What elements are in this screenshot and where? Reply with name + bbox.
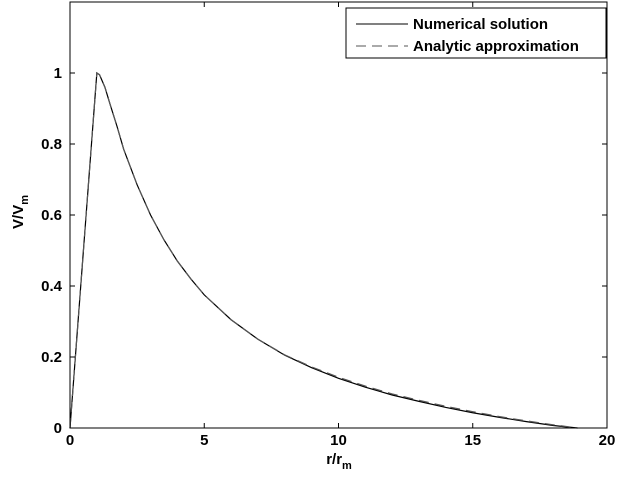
plot-area bbox=[69, 71, 578, 429]
y-tick-label: 1 bbox=[54, 65, 62, 82]
series-line-analytic bbox=[69, 71, 578, 429]
legend: Numerical solution Analytic approximatio… bbox=[345, 7, 607, 59]
x-axis-label-main: r/r bbox=[326, 451, 342, 468]
x-tick-label: 5 bbox=[200, 432, 208, 449]
x-axis-label: r/rm bbox=[326, 451, 352, 472]
x-tick-label: 10 bbox=[330, 432, 347, 449]
legend-label-numerical: Numerical solution bbox=[413, 16, 548, 33]
ticks: 0 5 10 15 20 0 0.2 0.4 0.6 0.8 1 bbox=[41, 2, 615, 449]
legend-label-analytic: Analytic approximation bbox=[413, 38, 579, 55]
y-tick-label: 0.8 bbox=[41, 136, 62, 153]
y-tick-label: 0.2 bbox=[41, 349, 62, 366]
y-tick-label: 0.6 bbox=[41, 207, 62, 224]
x-tick-label: 15 bbox=[464, 432, 481, 449]
x-tick-label: 20 bbox=[599, 432, 616, 449]
series-line-numerical bbox=[69, 71, 578, 429]
y-axis-label-sub: m bbox=[19, 195, 31, 205]
y-axis-label: V/Vm bbox=[10, 195, 31, 229]
y-axis-label-main: V/V bbox=[10, 205, 27, 229]
y-tick-label: 0.4 bbox=[41, 278, 63, 295]
x-axis-label-sub: m bbox=[342, 460, 352, 472]
y-tick-label: 0 bbox=[54, 420, 62, 437]
legend-box bbox=[345, 7, 607, 59]
x-tick-label: 0 bbox=[66, 432, 74, 449]
